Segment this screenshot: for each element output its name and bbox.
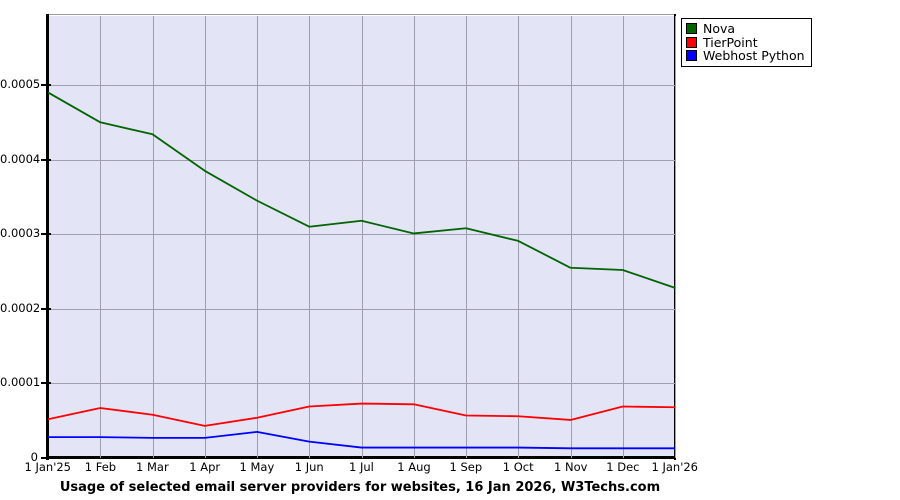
x-tick-label: 1 Oct bbox=[502, 460, 534, 474]
gridline-vertical bbox=[518, 16, 520, 458]
x-tick-label: 1 Jul bbox=[349, 460, 374, 474]
chart-caption: Usage of selected email server providers… bbox=[59, 480, 661, 495]
gridline-vertical bbox=[675, 16, 676, 458]
y-tick-label: 0.0005 bbox=[0, 77, 41, 91]
y-tick-mark bbox=[41, 307, 51, 310]
x-tick-label: 1 Apr bbox=[189, 460, 221, 474]
gridline-vertical bbox=[257, 16, 258, 458]
y-tick-label: 0.0001 bbox=[0, 375, 41, 390]
y-tick-label: 0.0004 bbox=[0, 151, 41, 166]
legend-swatch-nova bbox=[686, 23, 697, 35]
legend-label-webhost-python: Webhost Python bbox=[703, 48, 805, 64]
x-tick-label: 1 May bbox=[239, 460, 275, 474]
y-tick-mark bbox=[41, 233, 51, 236]
legend-label-nova: Nova bbox=[703, 21, 736, 37]
legend-item-webhost-python: Webhost Python bbox=[686, 49, 805, 63]
x-tick-label: 1 Jan'26 bbox=[651, 460, 699, 474]
y-axis-line bbox=[46, 14, 49, 460]
x-tick-label: 1 Mar bbox=[136, 460, 169, 474]
y-tick-mark bbox=[41, 382, 51, 385]
y-tick-label: 0.0003 bbox=[0, 226, 41, 241]
y-tick-mark bbox=[41, 457, 51, 459]
gridline-vertical bbox=[361, 16, 363, 458]
legend-swatch-tierpoint bbox=[686, 36, 697, 48]
x-tick-label: 1 Jun bbox=[294, 460, 324, 474]
gridline-vertical bbox=[570, 16, 572, 458]
y-tick-label: 0.0002 bbox=[0, 300, 41, 315]
legend-item-nova: Nova bbox=[686, 22, 805, 36]
x-tick-label: 1 Dec bbox=[606, 460, 640, 474]
legend-swatch-webhost-python bbox=[686, 50, 697, 62]
plot-top-border bbox=[46, 14, 676, 15]
legend-item-tierpoint: TierPoint bbox=[686, 36, 805, 50]
gridline-vertical bbox=[152, 16, 154, 458]
gridline-vertical bbox=[309, 16, 311, 458]
y-tick-mark bbox=[41, 158, 51, 161]
y-tick-mark bbox=[41, 84, 51, 86]
x-axis-line bbox=[46, 456, 676, 459]
gridline-vertical bbox=[100, 16, 102, 458]
gridline-vertical bbox=[622, 16, 624, 458]
x-tick-label: 1 Jan'25 bbox=[24, 460, 72, 474]
chart-legend: Nova TierPoint Webhost Python bbox=[681, 18, 812, 67]
gridline-vertical bbox=[413, 16, 415, 458]
x-tick-label: 1 Sep bbox=[449, 460, 483, 474]
series-line-webhost-python bbox=[48, 430, 675, 450]
x-tick-label: 1 Aug bbox=[397, 460, 431, 474]
x-tick-label: 1 Feb bbox=[84, 460, 117, 474]
series-line-tierpoint bbox=[47, 402, 676, 427]
legend-label-tierpoint: TierPoint bbox=[703, 34, 758, 50]
y-tick-label: 0 bbox=[30, 450, 38, 464]
gridline-vertical bbox=[466, 16, 467, 458]
series-line-nova bbox=[47, 91, 676, 289]
gridline-vertical bbox=[204, 16, 206, 458]
x-tick-label: 1 Nov bbox=[554, 460, 588, 474]
